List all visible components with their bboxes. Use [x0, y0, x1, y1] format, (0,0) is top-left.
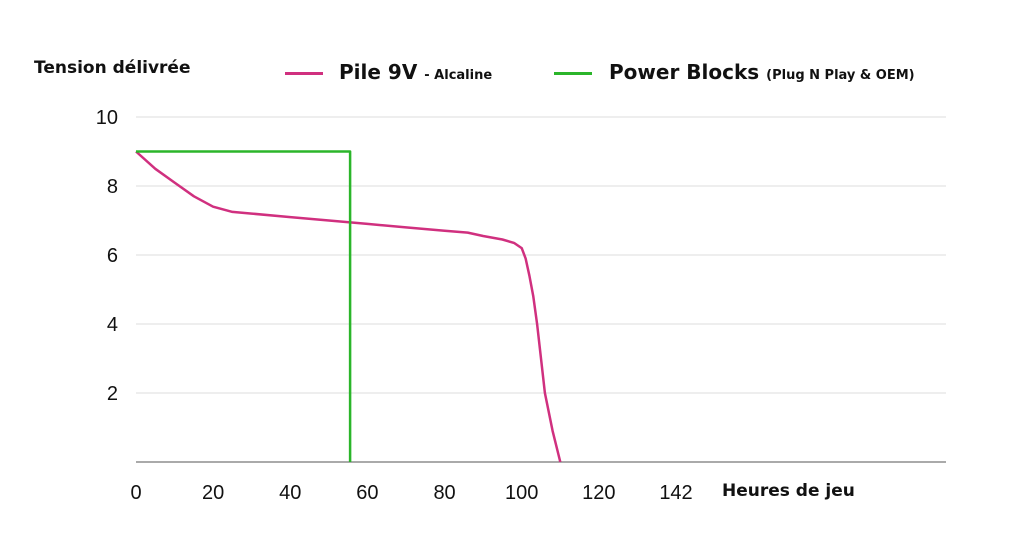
- y-tick-label: 4: [107, 314, 118, 336]
- series-line-pile-9v: [135, 150, 562, 463]
- x-tick-label: 120: [582, 482, 615, 504]
- x-tick-label: 40: [279, 482, 301, 504]
- legend-suffix: (Plug N Play & OEM): [766, 68, 915, 83]
- legend-label: Pile 9V: [339, 60, 418, 84]
- legend-item-pile: Pile 9V - Alcaline: [339, 60, 492, 84]
- legend-label: Power Blocks: [609, 60, 760, 84]
- x-tick-label: 0: [130, 482, 141, 504]
- y-tick-label: 6: [107, 245, 118, 267]
- x-tick-label: 20: [202, 482, 224, 504]
- legend-swatch-pile: [285, 72, 323, 75]
- y-tick-label: 8: [107, 176, 118, 198]
- legend-item-power-blocks: Power Blocks (Plug N Play & OEM): [609, 60, 915, 84]
- legend-swatch-power-blocks: [554, 72, 592, 75]
- y-tick-label: 10: [96, 107, 118, 129]
- x-tick-label: 142: [659, 482, 692, 504]
- series-line-power-blocks: [136, 150, 352, 462]
- x-tick-label: 60: [356, 482, 378, 504]
- x-axis-label: Heures de jeu: [722, 481, 855, 501]
- y-axis-label: Tension délivrée: [34, 58, 191, 78]
- x-tick-label: 80: [433, 482, 455, 504]
- x-tick-label: 100: [505, 482, 538, 504]
- legend-suffix: - Alcaline: [424, 68, 493, 83]
- y-tick-label: 2: [107, 383, 118, 405]
